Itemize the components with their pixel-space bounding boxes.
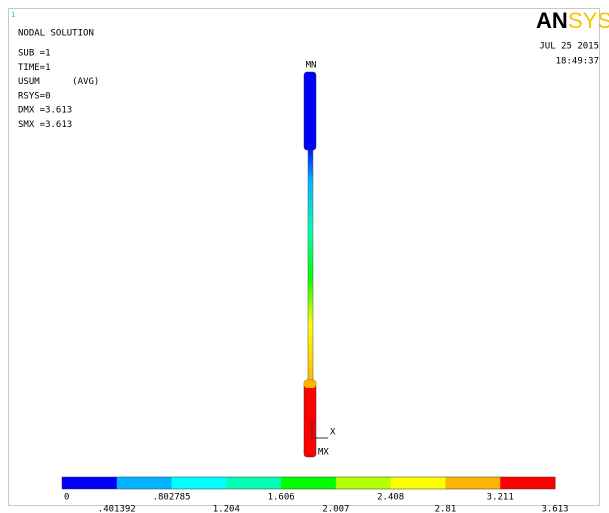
min-label: MN (306, 61, 317, 71)
legend-swatch (226, 477, 281, 489)
legend-label: 1.606 (268, 493, 295, 503)
legend-label: .802785 (153, 493, 191, 503)
date: JUL 25 2015 (539, 42, 599, 52)
max-label: MX (318, 448, 329, 458)
logo-sys: SYS (568, 8, 609, 33)
legend-label: .401392 (98, 505, 136, 513)
logo-an: AN (536, 8, 568, 33)
window-number: 1 (11, 11, 15, 19)
legend-swatch (62, 477, 117, 489)
legend-label: 2.007 (322, 505, 349, 513)
legend-label: 2.408 (377, 493, 404, 503)
title: NODAL SOLUTION (18, 29, 94, 39)
legend-swatch (500, 477, 555, 489)
legend-swatch (336, 477, 391, 489)
header-line: RSYS=0 (18, 91, 51, 101)
header-line: SUB =1 (18, 49, 51, 59)
legend-label: 0 (64, 493, 69, 503)
legend-swatch (281, 477, 336, 489)
legend-label: 1.204 (213, 505, 240, 513)
legend-swatch (117, 477, 172, 489)
header-line: DMX =3.613 (18, 106, 72, 116)
axis-label: X (330, 428, 336, 438)
legend-swatch (445, 477, 500, 489)
header-line: SMX =3.613 (18, 120, 72, 130)
model-bottom-top (304, 380, 316, 388)
header-line: USUM (AVG) (18, 77, 99, 87)
legend-swatch (172, 477, 227, 489)
time: 18:49:37 (556, 57, 599, 67)
legend-label: 3.211 (487, 493, 514, 503)
model-top (304, 72, 316, 150)
legend-label: 3.613 (541, 505, 568, 513)
ansys-window: 1 NODAL SOLUTION SUB =1 TIME=1 USUM (AVG) R… (0, 0, 609, 513)
model-bottom (304, 380, 316, 457)
legend-swatch (391, 477, 446, 489)
header-line: TIME=1 (18, 63, 51, 73)
legend-label: 2.81 (435, 505, 457, 513)
model-stem (308, 145, 313, 385)
